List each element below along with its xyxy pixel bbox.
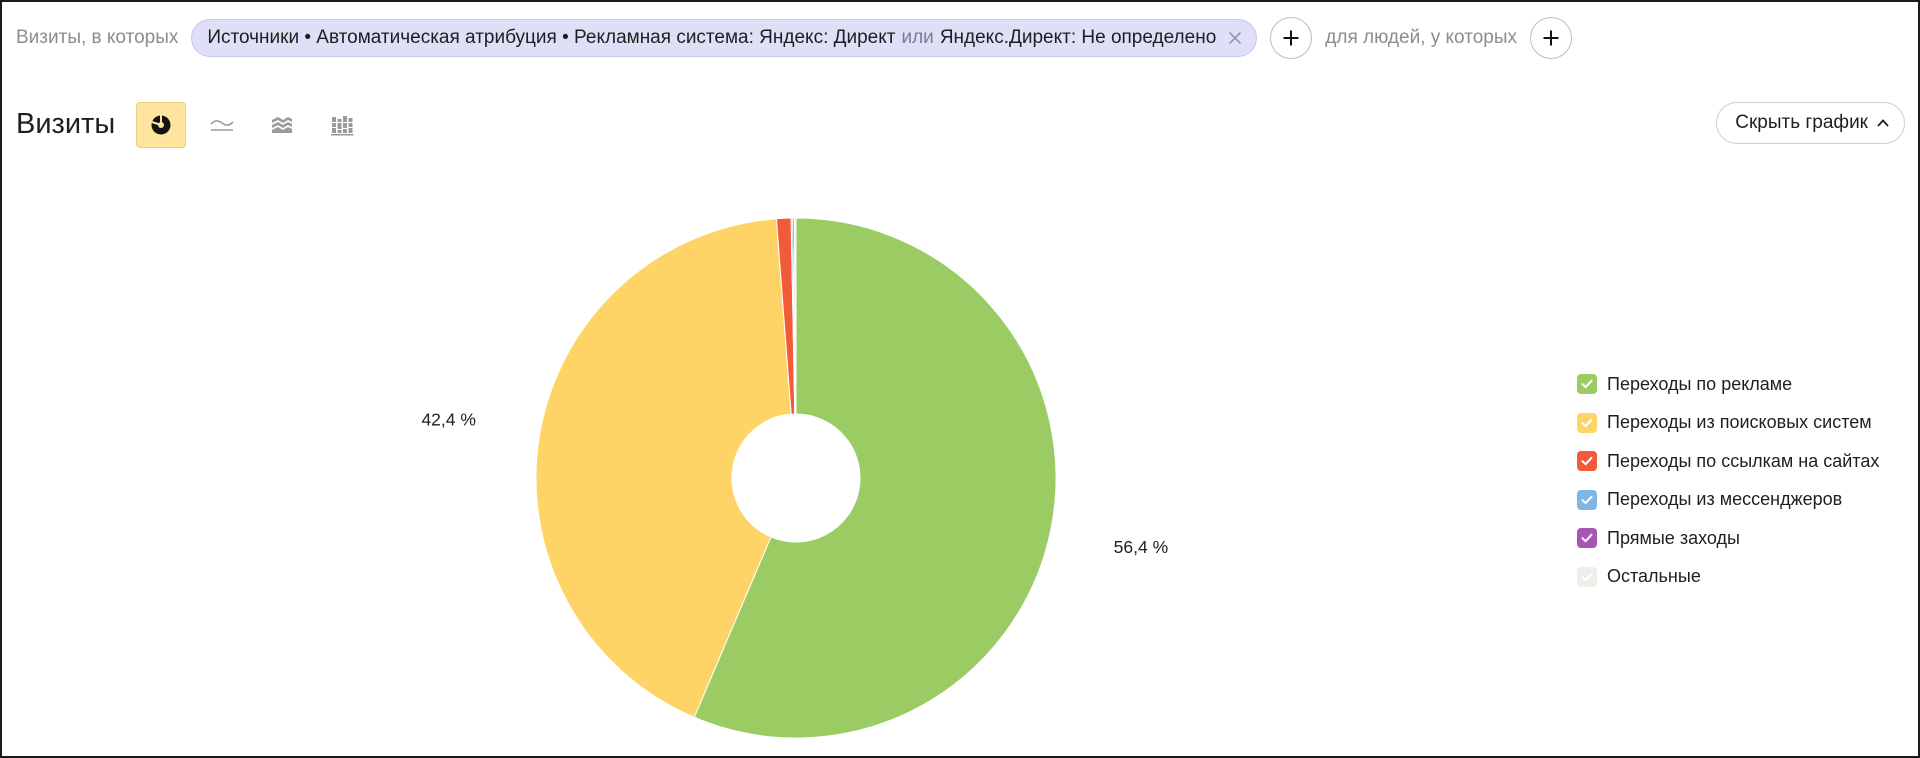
pie-data-label-0: 56,4 % [1114,537,1168,557]
chevron-up-icon [1876,116,1890,130]
pie-data-label-1: 42,4 % [421,409,475,429]
checkmark-icon [1581,418,1593,427]
hide-chart-label: Скрыть график [1735,112,1868,133]
chart-type-stacked-bar-button[interactable] [317,102,367,148]
checkmark-icon [1581,457,1593,466]
pie-data-labels: 56,4 % 42,4 % [421,409,1168,557]
hide-chart-button[interactable]: Скрыть график [1716,102,1905,144]
checkmark-icon [1581,495,1593,504]
pie-slice-5[interactable] [793,217,797,415]
legend-label: Переходы по рекламе [1607,373,1793,394]
visits-condition-prefix: Визиты, в которых [16,27,179,48]
chart-type-line-button[interactable] [197,102,247,148]
legend-label: Остальные [1607,566,1701,587]
legend-label: Прямые заходы [1607,527,1740,548]
segment-filter-chip[interactable]: Источники • Автоматическая атрибуция • Р… [191,19,1258,57]
legend-checkbox[interactable] [1577,566,1597,587]
pie-slice-1[interactable] [535,218,792,718]
pie-slices [535,217,1057,739]
people-condition-prefix: для людей, у которых [1325,27,1517,48]
chart-legend: Переходы по рекламе Переходы из поисковы… [1577,365,1879,596]
add-visit-condition-button[interactable] [1270,17,1313,59]
pie-slice-0[interactable] [693,217,1057,739]
chart-type-stacked-area-button[interactable] [257,102,307,148]
segment-condition-text: Источники • Автоматическая атрибуция • Р… [207,27,896,48]
chart-type-pie-button[interactable] [136,102,186,148]
report-title: Визиты [16,108,116,140]
legend-label: Переходы по ссылкам на сайтах [1607,450,1880,471]
legend-item-messengers[interactable]: Переходы из мессенджеров [1577,481,1879,520]
pie-chart-icon [149,113,173,137]
segment-filter-bar: Визиты, в которых Источники • Автоматиче… [16,17,1572,59]
legend-checkbox[interactable] [1577,489,1597,510]
legend-item-ads[interactable]: Переходы по рекламе [1577,365,1879,404]
stacked-area-chart-icon [270,114,294,136]
segment-alternative-text: Яндекс.Директ: Не определено [939,27,1217,48]
checkmark-icon [1581,572,1593,581]
visits-pie-chart: 56,4 % 42,4 % [421,217,1168,739]
plus-icon [1281,28,1301,48]
legend-label: Переходы из мессенджеров [1607,489,1843,510]
legend-checkbox[interactable] [1577,451,1597,472]
legend-checkbox[interactable] [1577,412,1597,433]
add-people-condition-button[interactable] [1529,17,1572,59]
legend-item-links[interactable]: Переходы по ссылкам на сайтах [1577,442,1879,481]
stacked-bar-chart-icon [330,114,354,136]
legend-item-other[interactable]: Остальные [1577,558,1879,597]
segment-operator: или [901,27,934,48]
checkmark-icon [1581,380,1593,389]
plus-icon [1541,28,1561,48]
legend-checkbox[interactable] [1577,528,1597,549]
legend-label: Переходы из поисковых систем [1607,412,1872,433]
checkmark-icon [1581,534,1593,543]
legend-checkbox[interactable] [1577,374,1597,395]
legend-item-direct[interactable]: Прямые заходы [1577,519,1879,558]
close-icon[interactable] [1226,29,1244,47]
line-chart-icon [209,116,235,134]
legend-item-search[interactable]: Переходы из поисковых систем [1577,404,1879,443]
